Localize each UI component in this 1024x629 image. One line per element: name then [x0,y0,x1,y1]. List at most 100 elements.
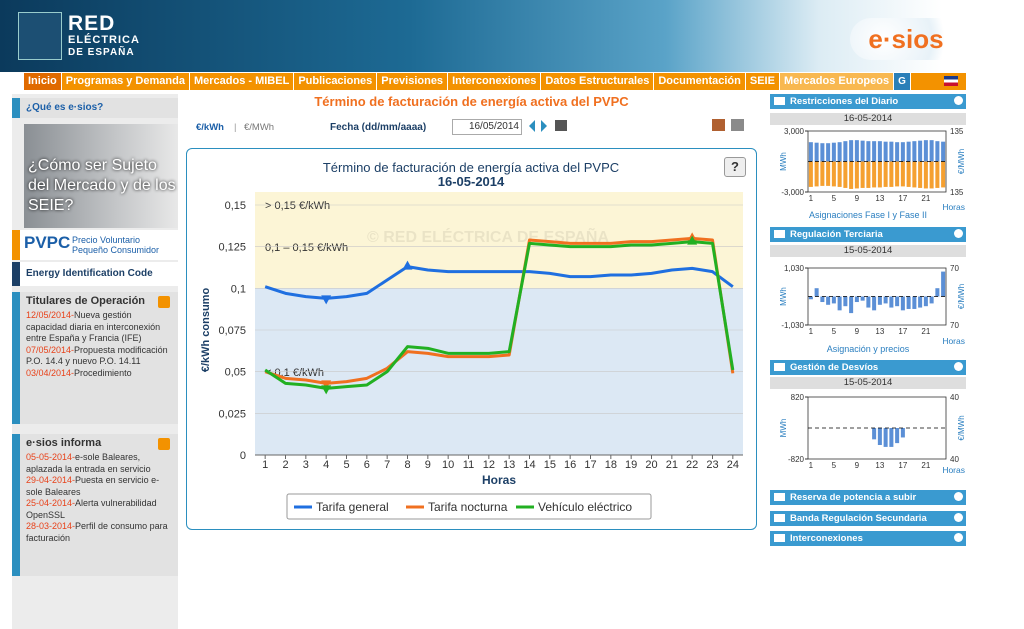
mini-bar [808,161,813,187]
x-tick-label: 9 [855,327,860,336]
nav-item[interactable]: G [894,73,911,90]
mini-bar [837,161,842,187]
x-tick-label: 15 [544,459,556,471]
news-title: Titulares de Operación [26,295,146,307]
next-button[interactable] [541,120,547,132]
nav-item[interactable]: Datos Estructurales [541,73,655,90]
y-tick-label: 0,125 [218,242,246,254]
x-tick-label: 9 [855,194,860,203]
mini-bar [849,296,854,314]
logo-icon[interactable] [18,12,62,60]
x-tick-label: 19 [625,459,637,471]
date-input[interactable]: 16/05/2014 [452,119,522,135]
mini-bar [814,288,819,297]
x-tick-label: 21 [921,327,930,336]
pvpc-link[interactable]: PVPC Precio Voluntario Pequeño Consumido… [12,230,178,260]
mini-bar [883,141,888,162]
unit-toggle[interactable]: €/MWh [244,122,275,133]
export-icon[interactable] [731,119,744,131]
news-date: 05-05-2014- [26,452,76,462]
mini-bar [872,428,877,440]
mini-bar [826,296,831,305]
news-item[interactable]: 05-05-2014-e-sole Baleares, aplazada la … [26,452,172,475]
mini-bar [826,143,831,162]
rss-icon[interactable] [158,438,170,450]
mini-bar [935,161,940,188]
panel-header[interactable]: Gestión de Desvíos [770,360,966,375]
mini-bar [935,288,940,297]
mini-bar [849,161,854,189]
nav-item[interactable]: Inicio [24,73,62,90]
mini-bar [929,161,934,189]
mini-bar [831,161,836,187]
sidebar-link[interactable]: ¿Qué es e·sios? [12,98,178,118]
unit-toggle[interactable]: €/kWh [196,122,224,133]
x-tick-label: 21 [921,194,930,203]
mini-bar [837,296,842,311]
help-button[interactable]: ? [724,157,746,177]
mini-bar [895,428,900,444]
panel-header[interactable]: Regulación Terciaria [770,227,966,242]
mini-bar [929,140,934,162]
series-line [264,236,735,385]
news-date: 29-04-2014- [26,475,76,485]
separator: | [234,122,237,133]
panel-header[interactable]: Reserva de potencia a subir [770,490,966,505]
brand-logo[interactable]: e·sios [850,18,962,60]
mini-bar [912,296,917,309]
news-item[interactable]: 25-04-2014-Alerta vulnerabilidad OpenSSL [26,498,172,521]
x-tick-label: 4 [323,459,329,471]
nav-item[interactable]: Publicaciones [294,73,378,90]
mini-bar [843,296,848,307]
x-tick-label: 5 [832,194,837,203]
nav-item[interactable]: Programas y Demanda [62,73,190,90]
x-tick-label: 12 [483,459,495,471]
logo-text[interactable]: RED [68,12,116,35]
mini-bar [906,161,911,187]
mini-caption: Asignación y precios [827,344,910,354]
rss-icon[interactable] [158,296,170,308]
mini-bar [872,296,877,311]
y-axis-title: MWh [779,287,788,306]
x-tick-label: 11 [463,459,474,471]
news-title: e·sios informa [26,437,102,449]
y2-tick-label: 135 [950,188,964,197]
nav-item[interactable]: Interconexiones [448,73,542,90]
mini-bar [820,161,825,186]
calendar-icon[interactable] [555,120,567,131]
legend-box [286,493,652,520]
print-icon[interactable] [712,119,725,131]
banner[interactable]: ¿Cómo ser Sujeto del Mercado y de los SE… [24,124,178,228]
panel-header[interactable]: Banda Regulación Secundaria [770,511,966,526]
x-axis-title: Horas [942,202,965,212]
panel-header[interactable]: Interconexiones [770,531,966,546]
nav-item[interactable]: SEIE [746,73,780,90]
x-tick-label: 16 [564,459,576,471]
mini-bar [912,141,917,162]
nav-item[interactable]: Mercados Europeos [779,73,895,90]
chart-subtitle: 16-05-2014 [438,174,505,189]
news-item[interactable]: 07/05/2014-Propuesta modificación P.O. 1… [26,345,172,368]
flag-icon[interactable] [944,76,958,86]
mini-bar [895,296,900,307]
panel-header[interactable]: Restricciones del Diario [770,94,966,109]
mini-bar [918,140,923,162]
news-item[interactable]: 28-03-2014-Perfil de consumo para factur… [26,521,172,544]
x-axis-title: Horas [942,465,965,475]
prev-button[interactable] [529,120,535,132]
nav-item[interactable]: Previsiones [377,73,449,90]
mini-bar [837,142,842,162]
legend-label: Tarifa nocturna [428,500,508,514]
news-item[interactable]: 29-04-2014-Puesta en servicio e-sole Bal… [26,475,172,498]
x-tick-label: 23 [706,459,718,471]
x-tick-label: 18 [605,459,617,471]
eic-link[interactable]: Energy Identification Code [12,262,178,286]
date-label: Fecha (dd/mm/aaaa) [330,122,427,133]
nav-item[interactable]: Mercados - MIBEL [190,73,295,90]
news-item[interactable]: 03/04/2014-Procedimiento [26,368,172,380]
news-item[interactable]: 12/05/2014-Nueva gestión capacidad diari… [26,310,172,345]
news-text: Nueva gestión capacidad diaria en interc… [26,310,161,343]
nav-item[interactable]: Documentación [654,73,746,90]
